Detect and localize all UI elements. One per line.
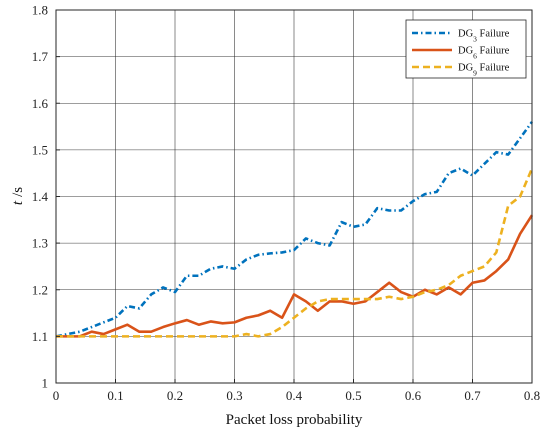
y-tick-label: 1.4 [32, 189, 49, 204]
y-axis-unit: /s [10, 187, 26, 197]
x-tick-label: 0.6 [405, 388, 422, 403]
x-tick-label: 0.4 [286, 388, 303, 403]
series-line-dg3 [55, 121, 534, 338]
y-tick-label: 1.2 [32, 282, 48, 297]
x-tick-label: 0.2 [167, 388, 183, 403]
legend-label: DG6 Failure [458, 46, 510, 61]
x-axis-title: Packet loss probability [226, 412, 363, 428]
x-tick-label: 0.7 [464, 388, 481, 403]
y-tick-label: 1.8 [32, 3, 48, 18]
y-tick-label: 1 [42, 376, 49, 391]
x-tick-label: 0 [53, 388, 60, 403]
x-tick-label: 0.8 [524, 388, 540, 403]
axis-ticks: 0 0.1 0.2 0.3 0.4 0.5 0.6 0.7 0.8 1 1.1 1.2 1.3 1.4 1.… [32, 3, 540, 404]
x-tick-label: 0.1 [107, 388, 123, 403]
x-tick-label: 0.5 [345, 388, 361, 403]
y-tick-label: 1.3 [32, 236, 48, 251]
y-tick-label: 1.7 [32, 49, 49, 64]
y-tick-label: 1.5 [32, 142, 48, 157]
y-tick-label: 1.6 [32, 96, 49, 111]
legend-label: DG9 Failure [458, 63, 510, 78]
y-axis-title: t/s [10, 187, 26, 205]
legend: DG3 Failure DG6 Failure DG9 Failure [405, 19, 527, 79]
series-line-dg9 [56, 168, 534, 338]
legend-label: DG3 Failure [458, 29, 510, 44]
x-tick-label: 0.3 [226, 388, 242, 403]
series-line-dg6 [56, 214, 534, 338]
y-axis-variable: t [10, 200, 26, 205]
series-lines [55, 121, 534, 338]
y-tick-label: 1.1 [32, 329, 48, 344]
